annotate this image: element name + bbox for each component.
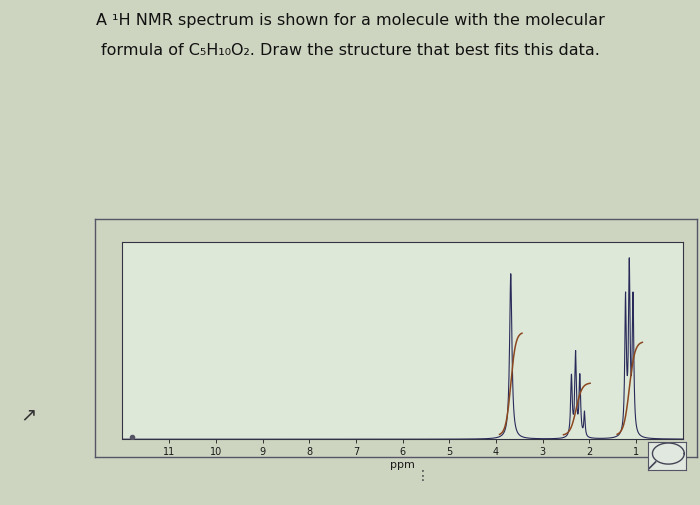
Text: A ¹H NMR spectrum is shown for a molecule with the molecular: A ¹H NMR spectrum is shown for a molecul…: [96, 13, 604, 28]
Text: formula of C₅H₁₀O₂. Draw the structure that best fits this data.: formula of C₅H₁₀O₂. Draw the structure t…: [101, 43, 599, 58]
X-axis label: ppm: ppm: [390, 459, 415, 469]
Text: $\vdots$: $\vdots$: [415, 467, 425, 482]
Text: ↗: ↗: [20, 405, 36, 424]
